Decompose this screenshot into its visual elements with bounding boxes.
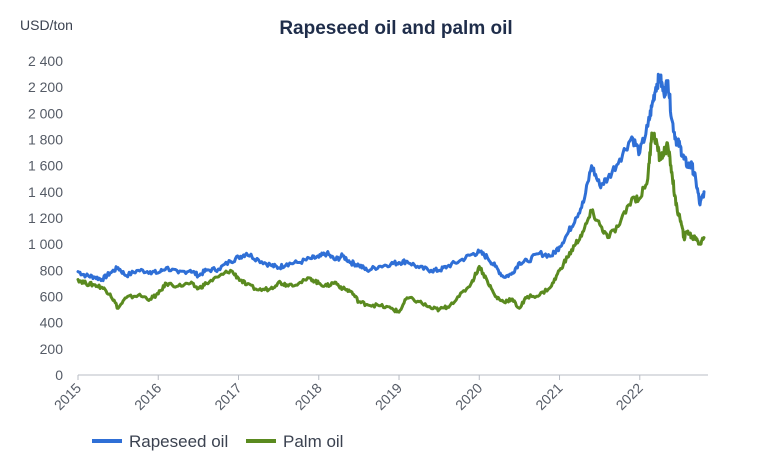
chart-title: Rapeseed oil and palm oil [279, 18, 512, 39]
y-tick-label: 600 [40, 289, 64, 305]
y-tick-label: 2 000 [28, 105, 63, 121]
x-tick-label: 2021 [532, 380, 565, 413]
legend: Rapeseed oil Palm oil [92, 432, 343, 451]
x-axis: 2015 2016 2017 2018 2019 2020 2021 2022 [51, 374, 708, 413]
x-tick-label: 2022 [613, 380, 646, 413]
y-tick-label: 1 800 [28, 132, 63, 148]
y-tick-label: 400 [40, 315, 64, 331]
y-tick-label: 1 200 [28, 210, 63, 226]
x-tick-label: 2019 [372, 380, 405, 413]
series-line-rapeseed-oil [76, 72, 706, 283]
y-tick-label: 1 400 [28, 184, 63, 200]
y-tick-label: 1 600 [28, 158, 63, 174]
series-lines [76, 72, 706, 314]
series-line-palm-oil [76, 131, 706, 314]
legend-label: Palm oil [283, 432, 343, 451]
x-tick-label: 2020 [452, 380, 485, 413]
y-axis-unit-label: USD/ton [20, 17, 73, 33]
x-tick-label: 2017 [211, 380, 244, 413]
x-tick-label: 2018 [292, 380, 325, 413]
y-tick-label: 200 [40, 341, 64, 357]
x-tick-label: 2016 [131, 380, 164, 413]
y-tick-label: 1 000 [28, 236, 63, 252]
legend-label: Rapeseed oil [129, 432, 228, 451]
x-tick-label: 2015 [51, 380, 84, 413]
y-tick-label: 0 [55, 367, 63, 383]
y-tick-label: 2 400 [28, 53, 63, 69]
y-tick-label: 2 200 [28, 79, 63, 95]
y-axis-ticks: 0 200 400 600 800 1 000 1 200 1 400 1 600 1 800 2 … [28, 53, 63, 383]
y-tick-label: 800 [40, 262, 64, 278]
